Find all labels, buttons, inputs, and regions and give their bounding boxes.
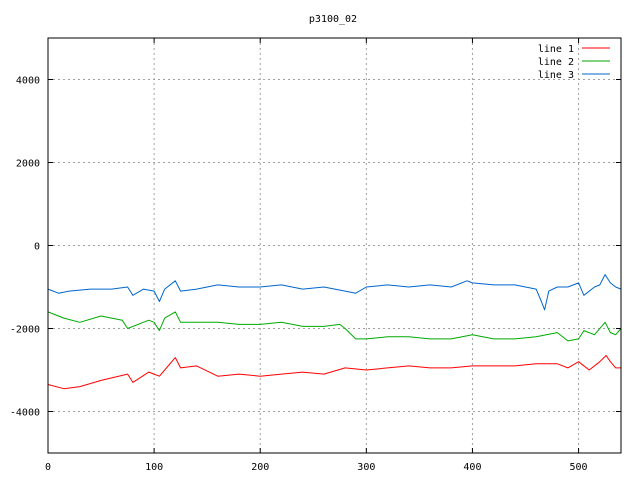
y-tick-label: -2000 [10, 325, 40, 336]
y-tick-label: 0 [34, 242, 40, 253]
x-tick-label: 400 [463, 462, 481, 473]
legend-label-1: line 1 [538, 44, 574, 55]
y-tick-label: 4000 [16, 76, 40, 87]
series-line-1 [47, 355, 621, 390]
x-tick-label: 200 [251, 462, 269, 473]
x-tick-label: 500 [570, 462, 588, 473]
grid-lines [48, 38, 621, 453]
legend-label-3: line 3 [538, 70, 574, 81]
axis-ticks: 0 100 200 300 400 500 -4000 -2000 0 2000 4000 [10, 38, 621, 473]
x-tick-label: 0 [45, 462, 51, 473]
x-tick-label: 100 [145, 462, 163, 473]
y-tick-label: -4000 [10, 408, 40, 419]
y-tick-label: 2000 [16, 159, 40, 170]
chart-title: p3100_02 [309, 14, 357, 25]
x-tick-label: 300 [357, 462, 375, 473]
legend-label-2: line 2 [538, 57, 574, 68]
series-line-3 [47, 274, 622, 311]
series-line-2 [47, 311, 622, 342]
legend: line 1 line 2 line 3 [538, 44, 610, 81]
series-layer [47, 274, 622, 390]
